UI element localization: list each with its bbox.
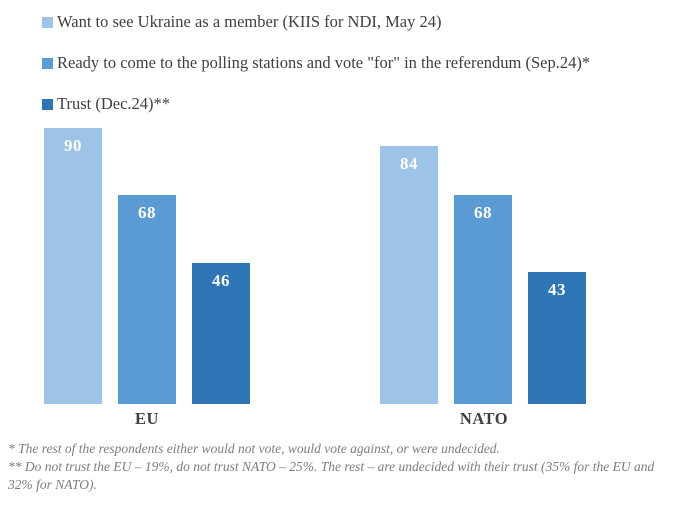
category-label-eu: EU [135,409,159,428]
bar-nato-series-1: 84 [380,146,438,404]
bar-value-label: 46 [212,271,230,290]
legend-item: Ready to come to the polling stations an… [42,52,680,74]
category-label-nato: NATO [459,409,509,428]
legend-item: Trust (Dec.24)** [42,93,680,115]
bar-value-label: 68 [474,203,492,222]
bar-chart-plot-area: 90 68 46 84 68 43 [0,128,690,404]
legend-swatch-icon [42,99,53,110]
legend-item-label: Ready to come to the polling stations an… [57,53,591,72]
bar-value-label: 84 [400,154,418,173]
footnotes: * The rest of the respondents either wou… [8,440,676,494]
legend-item-label: Trust (Dec.24)** [57,94,171,113]
footnote-2: ** Do not trust the EU – 19%, do not tru… [8,459,655,492]
bar-eu-series-3: 46 [192,263,250,404]
legend-swatch-icon [42,17,53,28]
bar-value-label: 90 [64,136,82,155]
bar-eu-series-1: 90 [44,128,102,404]
legend-item: Want to see Ukraine as a member (KIIS fo… [42,11,680,33]
legend-swatch-icon [42,58,53,69]
bar-value-label: 43 [548,280,566,299]
bar-group-nato: 84 68 43 [380,128,586,404]
legend-item-label: Want to see Ukraine as a member (KIIS fo… [57,12,442,31]
chart-legend: Want to see Ukraine as a member (KIIS fo… [42,11,680,134]
bar-group-eu: 90 68 46 [44,128,250,404]
bar-eu-series-2: 68 [118,195,176,404]
footnote-1: * The rest of the respondents either wou… [8,441,500,456]
bar-nato-series-3: 43 [528,272,586,404]
bar-nato-series-2: 68 [454,195,512,404]
bar-value-label: 68 [138,203,156,222]
